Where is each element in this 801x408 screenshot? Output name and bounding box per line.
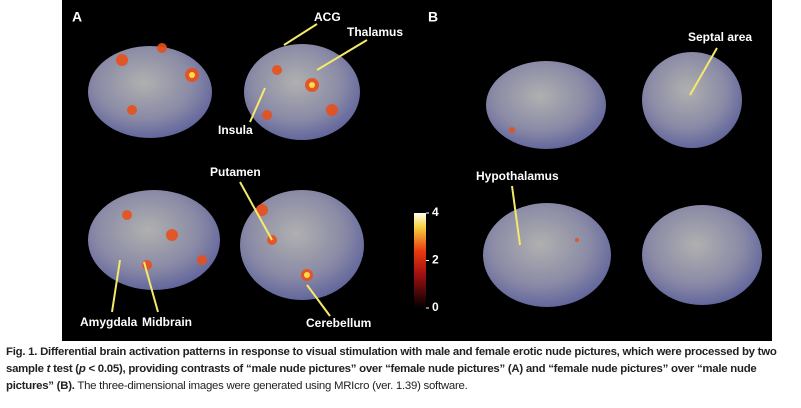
annotation: Midbrain — [142, 315, 192, 329]
colorbar-tick-label: 4 — [432, 205, 439, 219]
annotation: Thalamus — [347, 25, 403, 39]
annotation: Insula — [218, 123, 253, 137]
annotation: Septal area — [688, 30, 752, 44]
caption-text: Fig. 1. Differential brain activation pa… — [6, 346, 777, 375]
annotation: Cerebellum — [306, 316, 371, 330]
panel-label: B — [428, 9, 438, 25]
annotation: ACG — [314, 10, 341, 24]
caption-text: test ( — [50, 363, 79, 375]
brain-renderings — [88, 43, 762, 307]
caption-text: < 0.05), providing contrasts of “male nu… — [6, 363, 757, 392]
annotation: Amygdala — [80, 315, 138, 329]
arrows — [111, 23, 718, 317]
panel-label: A — [72, 9, 82, 25]
colorbar-tick-label: 2 — [432, 253, 439, 267]
caption: Fig. 1. Differential brain activation pa… — [6, 344, 798, 395]
annotation: Hypothalamus — [476, 169, 559, 183]
figure-panel: A B ACG Thalamus Insula Putamen Amygdala… — [62, 0, 772, 341]
caption-text: p — [78, 363, 86, 375]
colorbar-tick-label: 0 — [432, 300, 439, 314]
annotation: Putamen — [210, 165, 261, 179]
caption-text: The three-dimensional images were genera… — [74, 380, 468, 392]
caption-text: t — [46, 363, 51, 375]
colorbar — [414, 213, 426, 308]
